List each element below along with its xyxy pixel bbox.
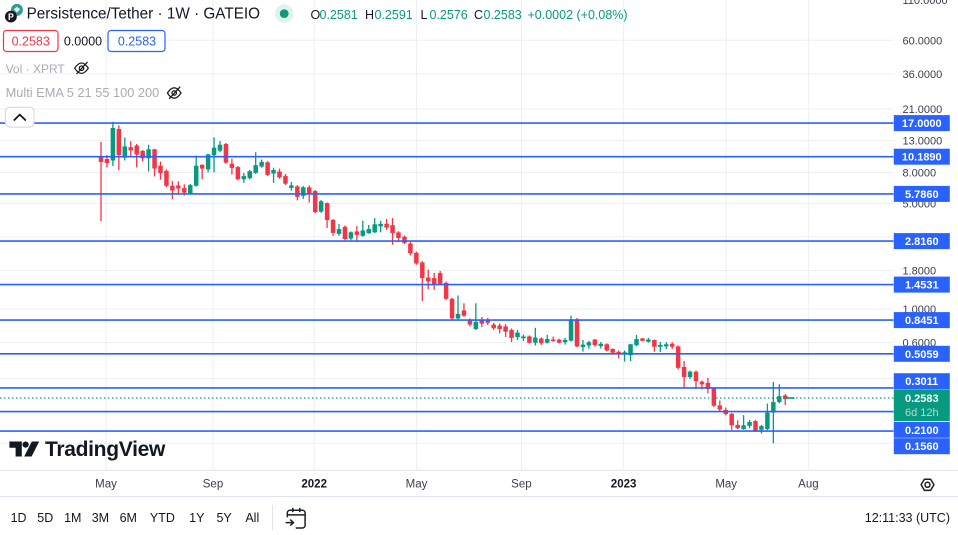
svg-text:May: May [406, 479, 428, 491]
svg-text:0.2581: 0.2581 [320, 8, 358, 22]
svg-text:All: All [245, 511, 259, 525]
svg-text:0.2583: 0.2583 [905, 393, 939, 405]
svg-text:5D: 5D [37, 511, 53, 525]
svg-text:P: P [8, 12, 14, 22]
svg-text:0.2583: 0.2583 [484, 8, 522, 22]
svg-text:2022: 2022 [301, 479, 327, 491]
svg-text:0.2583: 0.2583 [118, 35, 156, 49]
svg-text:2.8160: 2.8160 [905, 236, 939, 248]
svg-text:Multi EMA 5 21 55 100 200: Multi EMA 5 21 55 100 200 [6, 85, 160, 100]
svg-text:110.0000: 110.0000 [903, 0, 948, 7]
svg-text:6M: 6M [120, 511, 137, 525]
svg-text:YTD: YTD [150, 511, 175, 525]
svg-text:May: May [715, 479, 737, 491]
svg-text:1Y: 1Y [189, 511, 205, 525]
svg-text:1D: 1D [11, 511, 27, 525]
svg-text:5Y: 5Y [216, 511, 232, 525]
svg-text:H: H [365, 8, 374, 22]
svg-text:13.0000: 13.0000 [903, 136, 943, 148]
svg-text:+0.0002 (+0.08%): +0.0002 (+0.08%) [528, 8, 628, 22]
svg-text:0.3011: 0.3011 [905, 376, 938, 388]
svg-text:C: C [474, 8, 483, 22]
svg-text:1M: 1M [64, 511, 81, 525]
svg-text:0.2583: 0.2583 [12, 35, 50, 49]
svg-text:0.1560: 0.1560 [905, 441, 939, 453]
svg-text:L: L [421, 8, 428, 22]
svg-text:Aug: Aug [798, 479, 818, 491]
svg-text:5.7860: 5.7860 [905, 189, 939, 201]
svg-text:O: O [311, 8, 321, 22]
svg-text:0.2100: 0.2100 [905, 425, 939, 437]
svg-text:2023: 2023 [611, 479, 637, 491]
svg-text:21.0000: 21.0000 [903, 104, 943, 116]
svg-text:Sep: Sep [511, 479, 531, 491]
svg-text:60.0000: 60.0000 [903, 35, 943, 47]
svg-text:1.4531: 1.4531 [905, 280, 939, 292]
svg-text:0.5059: 0.5059 [905, 349, 939, 361]
svg-text:3M: 3M [92, 511, 109, 525]
svg-text:12:11:33 (UTC): 12:11:33 (UTC) [865, 511, 950, 525]
svg-text:6d 12h: 6d 12h [905, 407, 939, 419]
svg-text:May: May [95, 479, 117, 491]
svg-text:Vol · XPRT: Vol · XPRT [6, 62, 66, 76]
svg-text:0.2591: 0.2591 [375, 8, 413, 22]
svg-text:36.0000: 36.0000 [903, 69, 943, 81]
svg-text:TradingView: TradingView [45, 438, 166, 461]
svg-text:10.1890: 10.1890 [902, 152, 942, 164]
svg-text:1.8000: 1.8000 [903, 266, 937, 278]
svg-text:8.0000: 8.0000 [903, 168, 937, 180]
svg-text:Persistence/Tether · 1W · GATE: Persistence/Tether · 1W · GATEIO [27, 5, 261, 22]
svg-text:17.0000: 17.0000 [902, 118, 942, 130]
svg-text:Sep: Sep [203, 479, 223, 491]
svg-text:0.0000: 0.0000 [64, 35, 102, 49]
svg-text:0.8451: 0.8451 [905, 315, 939, 327]
svg-text:0.2576: 0.2576 [430, 8, 468, 22]
